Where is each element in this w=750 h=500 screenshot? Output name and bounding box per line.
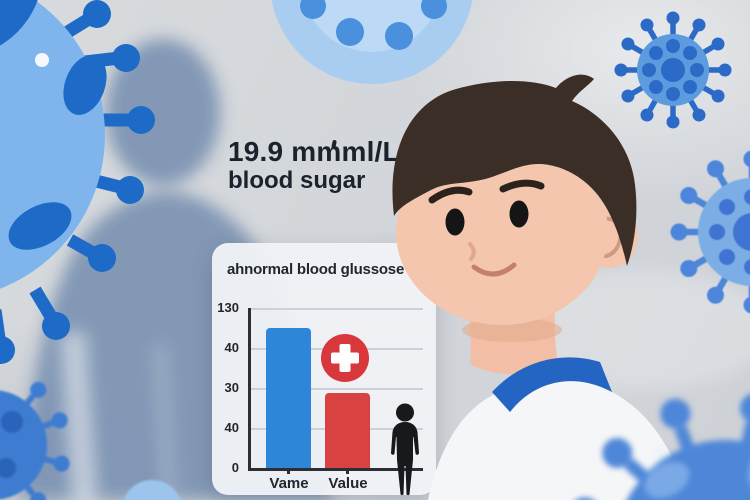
blood-sugar-value: 19.9 mmml/L	[228, 136, 400, 167]
virus-icon	[0, 0, 155, 364]
chart-title: ahnormal blood glussose	[227, 261, 405, 278]
virus-icon	[0, 379, 71, 500]
eyebrow	[499, 179, 545, 193]
eye	[509, 200, 529, 228]
chart-panel: ahnormal blood glussose 130 40 30 40 0 V…	[212, 243, 436, 496]
nose	[468, 242, 476, 261]
x-category-label: Vame	[269, 475, 309, 492]
virus-icon	[567, 390, 750, 500]
y-tick-label: 40	[224, 420, 239, 435]
virus-blob	[123, 480, 181, 500]
hair	[392, 74, 637, 267]
inner-ear-line	[599, 216, 623, 259]
virus-icon	[271, 0, 473, 84]
gridline	[251, 388, 423, 390]
bar-vame	[266, 327, 311, 468]
eye	[445, 208, 465, 236]
virus-icon	[615, 12, 732, 129]
medical-cross-icon	[321, 334, 369, 382]
person-silhouette-icon	[391, 403, 419, 496]
bar-chart-plot: Vame Value	[248, 308, 423, 492]
x-category-label: Value	[328, 475, 368, 492]
smile	[471, 262, 517, 277]
headline: 19.9 mmml/L blood sugar	[228, 136, 400, 194]
eyebrow	[428, 186, 473, 204]
shirt	[428, 381, 688, 500]
face	[396, 139, 608, 325]
x-tick	[346, 468, 349, 474]
y-axis-labels: 130 40 30 40 0	[212, 300, 242, 475]
x-tick	[287, 468, 290, 474]
blood-sugar-label: blood sugar	[228, 167, 366, 194]
collar	[492, 357, 612, 412]
y-tick-label: 40	[224, 340, 239, 355]
y-tick-label: 0	[231, 460, 239, 475]
y-tick-label: 30	[224, 380, 239, 395]
bar-value	[325, 392, 370, 468]
gridline	[251, 308, 423, 310]
y-tick-label: 130	[217, 300, 239, 315]
virus-icon	[671, 151, 750, 314]
